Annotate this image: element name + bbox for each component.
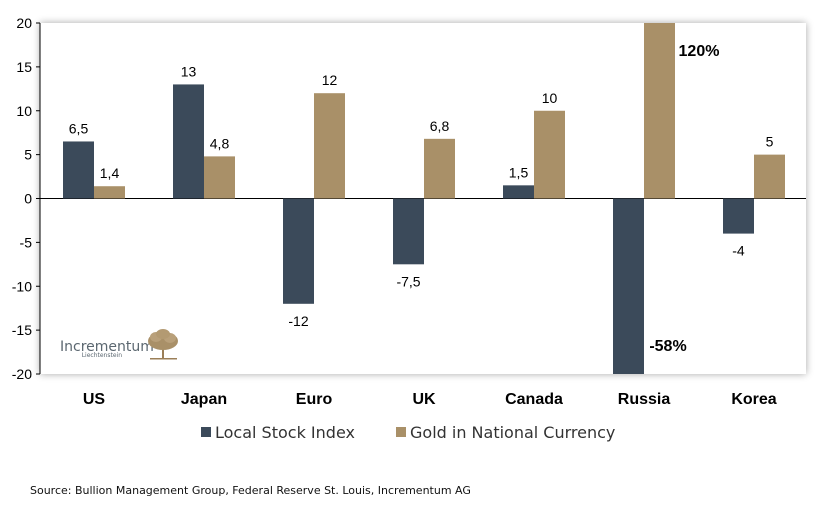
y-tick-label: -20 (12, 366, 32, 382)
data-label-gold: 4,8 (210, 135, 230, 151)
legend-label-stock: Local Stock Index (215, 423, 355, 442)
bar-gold (534, 110, 565, 199)
data-label-local-stock: -12 (288, 313, 308, 329)
bar-gold (314, 93, 345, 199)
bar-gold (644, 23, 675, 199)
x-category-label: Korea (731, 391, 776, 408)
legend: Local Stock Index Gold in National Curre… (201, 423, 615, 442)
data-label-local-stock: 13 (181, 63, 197, 79)
bar-local-stock (723, 198, 754, 234)
data-label-local-stock: -4 (732, 243, 745, 259)
legend-label-gold: Gold in National Currency (410, 423, 615, 442)
x-category-label: Euro (296, 391, 333, 408)
source-note: Source: Bullion Management Group, Federa… (30, 484, 471, 497)
data-label-local-stock: -7,5 (396, 273, 420, 289)
y-tick-label: 20 (16, 15, 32, 31)
legend-swatch-gold (396, 427, 406, 437)
bar-local-stock (393, 198, 424, 265)
data-label-gold: 5 (766, 134, 774, 150)
data-label-gold: 12 (322, 72, 338, 88)
y-tick-label: 0 (24, 191, 32, 207)
data-label-gold: 10 (542, 90, 558, 106)
x-category-label: Canada (505, 391, 563, 408)
bar-chart: 20 15 10 5 0 -5 -10 -15 -20 6,5 1,4 13 4,8 -12 12 -7,5… (12, 15, 806, 442)
y-tick-label: 15 (16, 59, 32, 75)
x-category-label: US (83, 391, 106, 408)
data-label-local-stock: 6,5 (69, 120, 89, 136)
legend-swatch-stock (201, 427, 211, 437)
bar-local-stock (503, 185, 534, 199)
data-label-local-stock: 1,5 (509, 164, 529, 180)
data-label-gold: 6,8 (430, 118, 450, 134)
bar-gold (424, 138, 455, 199)
logo-subtitle: Liechtenstein (82, 352, 122, 359)
legend-item-stock: Local Stock Index (201, 423, 355, 442)
y-tick-label: 5 (24, 147, 32, 163)
x-category-label: Japan (181, 391, 227, 408)
x-category-label: Russia (618, 391, 671, 408)
data-label-gold: 1,4 (100, 165, 120, 181)
x-category-label: UK (412, 391, 436, 408)
tree-icon (148, 329, 178, 360)
y-tick-label: -5 (20, 234, 33, 250)
incrementum-logo: Incrementum Liechtenstein (60, 329, 178, 360)
bar-local-stock (613, 198, 644, 374)
legend-item-gold: Gold in National Currency (396, 423, 615, 442)
data-label-local-stock: -58% (649, 338, 686, 355)
data-label-gold: 120% (679, 43, 720, 60)
logo-name: Incrementum (60, 339, 154, 355)
bar-gold (94, 186, 125, 199)
bar-gold (754, 154, 785, 199)
y-tick-label: -15 (12, 322, 32, 338)
bar-gold (204, 156, 235, 199)
bar-local-stock (63, 141, 94, 199)
bar-local-stock (173, 84, 204, 199)
y-tick-label: 10 (16, 103, 32, 119)
bar-local-stock (283, 198, 314, 304)
y-tick-label: -10 (12, 278, 32, 294)
